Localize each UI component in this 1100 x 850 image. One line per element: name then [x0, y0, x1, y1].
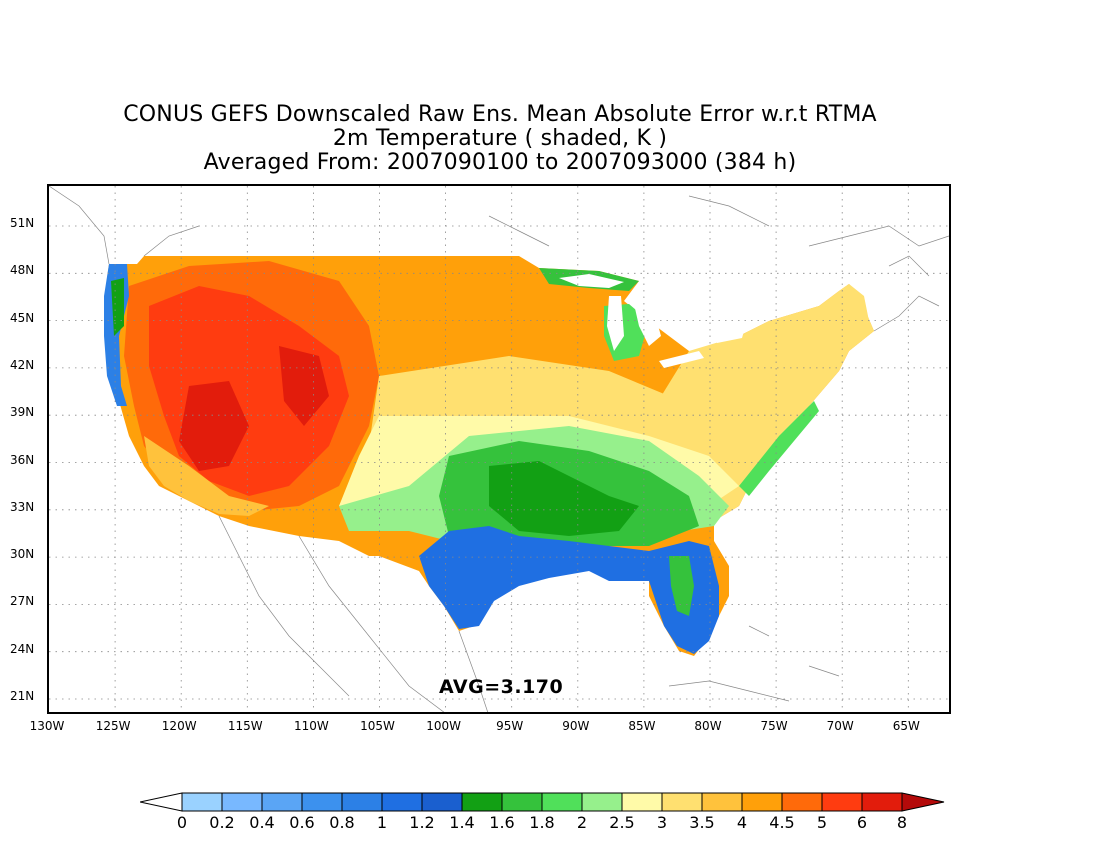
error-region-maine [839, 284, 869, 326]
colorbar-label: 3 [656, 813, 668, 832]
lon-label: 85W [628, 719, 656, 733]
colorbar-swatch [861, 792, 903, 812]
colorbar-label: 1.4 [449, 813, 475, 832]
colorbar-label: 1.6 [489, 813, 515, 832]
lon-label: 95W [496, 719, 524, 733]
error-region-great-basin-core [179, 381, 249, 471]
colorbar-label: 1.8 [529, 813, 555, 832]
lon-label: 70W [826, 719, 854, 733]
lake-erie [659, 351, 704, 368]
atlantic-canada-outline [873, 255, 940, 332]
colorbar-swatch [781, 792, 823, 812]
lat-label: 30N [10, 547, 35, 562]
average-value-label: AVG=3.170 [439, 676, 564, 698]
colorbar-label: 4.5 [769, 813, 795, 832]
lat-label: 51N [10, 216, 35, 230]
colorbar-swatch [261, 792, 303, 812]
colorbar-over-arrow [901, 792, 945, 812]
colorbar-swatch [501, 792, 543, 812]
error-map [49, 186, 949, 712]
lat-label: 45N [10, 310, 35, 325]
canada-outline [49, 186, 949, 265]
error-region-rockies-core [279, 346, 329, 426]
lon-label: 80W [694, 719, 722, 733]
lon-label: 120W [161, 719, 197, 733]
outline-lines [49, 186, 949, 712]
lat-label: 21N [10, 689, 35, 703]
lon-label: 115W [227, 719, 263, 733]
colorbar-label: 0 [176, 813, 188, 832]
map-frame [47, 184, 951, 714]
colorbar-label: 1.2 [409, 813, 435, 832]
colorbar-swatch [421, 792, 463, 812]
colorbar-swatch [381, 792, 423, 812]
lon-label: 105W [360, 719, 395, 733]
lat-label: 33N [10, 499, 35, 514]
colorbar-label: 4 [736, 813, 748, 832]
lat-label: 42N [10, 357, 35, 372]
colorbar-under-arrow [140, 792, 183, 812]
map-title-line-1: CONUS GEFS Downscaled Raw Ens. Mean Abso… [123, 102, 877, 127]
colorbar-swatch [301, 792, 343, 812]
error-region-florida [669, 556, 694, 616]
colorbar-swatch [701, 792, 743, 812]
lon-label: 130W [29, 719, 65, 733]
colorbar-label: 8 [896, 813, 908, 832]
colorbar-swatch [821, 792, 863, 812]
colorbar-label: 6 [856, 813, 868, 832]
colorbar-label: 3.5 [689, 813, 715, 832]
colorbar-swatch [541, 792, 583, 812]
error-region-southeast-dark [489, 461, 639, 536]
colorbar-label: 0.2 [209, 813, 235, 832]
lon-label: 90W [562, 719, 590, 733]
colorbar-swatch [621, 792, 663, 812]
error-region-southwest [144, 436, 269, 516]
colorbar-label: 0.8 [329, 813, 355, 832]
colorbar [140, 792, 945, 812]
colorbar-swatch [661, 792, 703, 812]
map-grid [49, 186, 949, 712]
error-region-atlantic-coast [739, 401, 819, 496]
colorbar-label: 2.5 [609, 813, 635, 832]
lat-label: 24N [10, 641, 35, 656]
great-lakes [559, 274, 744, 368]
colorbar-label: 2 [576, 813, 588, 832]
map-title-line-2: 2m Temperature ( shaded, K ) [332, 126, 668, 151]
lat-label: 36N [10, 452, 35, 467]
colorbar-label: 0.4 [249, 813, 275, 832]
lon-label: 100W [426, 719, 461, 733]
colorbar-label: 1 [376, 813, 388, 832]
colorbar-label: 0.6 [289, 813, 315, 832]
map-title-line-3: Averaged From: 2007090100 to 2007093000 … [203, 150, 797, 175]
lon-label: 125W [95, 719, 131, 733]
colorbar-swatch [181, 792, 223, 812]
mexico-outline [218, 515, 489, 712]
lat-label: 27N [10, 594, 35, 609]
lake-huron [634, 304, 661, 346]
caribbean-outline [668, 625, 840, 702]
lat-label: 48N [10, 263, 35, 278]
colorbar-swatch [581, 792, 623, 812]
lake-ontario [714, 331, 744, 343]
lat-label: 39N [10, 405, 35, 420]
lake-superior [559, 274, 624, 288]
lake-michigan [607, 296, 624, 351]
lon-label: 110W [294, 719, 329, 733]
error-region-pacific-northwest [111, 278, 124, 336]
colorbar-swatch [741, 792, 783, 812]
colorbar-swatch [461, 792, 503, 812]
lon-label: 65W [892, 719, 920, 733]
lon-label: 75W [760, 719, 788, 733]
colorbar-swatch [341, 792, 383, 812]
colorbar-label: 5 [816, 813, 828, 832]
error-field [104, 256, 874, 656]
colorbar-swatch [221, 792, 263, 812]
